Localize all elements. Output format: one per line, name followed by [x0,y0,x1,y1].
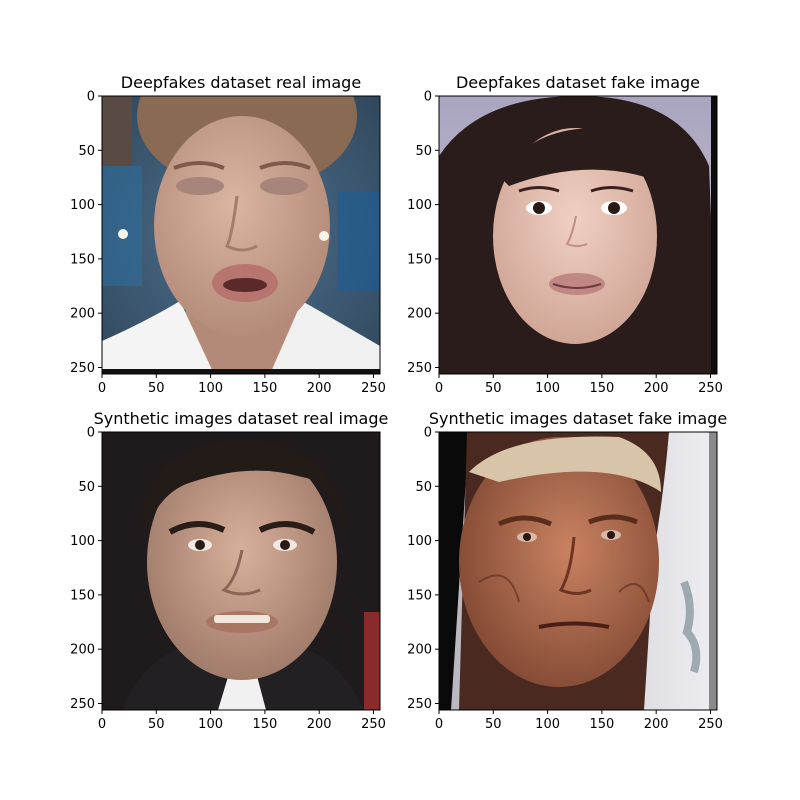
x-tick-label: 150 [589,717,614,732]
x-tick-label: 0 [435,381,443,396]
x-tick-label: 200 [644,717,669,732]
x-tick-label: 0 [98,381,106,396]
x-tick-label: 50 [148,381,165,396]
y-tick-label: 0 [87,426,95,441]
x-tick-label: 200 [307,381,332,396]
subplot-title: Synthetic images dataset fake image [429,409,727,428]
y-tick-label: 50 [78,144,95,159]
x-tick-label: 100 [535,717,560,732]
x-tick-label: 100 [198,717,223,732]
image-area [439,432,717,710]
y-tick-label: 250 [70,361,95,376]
x-tick-label: 50 [485,717,502,732]
x-tick-label: 150 [252,381,277,396]
x-tick-label: 250 [361,381,386,396]
image-area [102,96,380,374]
y-tick-label: 50 [415,480,432,495]
x-tick-label: 250 [698,381,723,396]
x-tick-label: 150 [589,381,614,396]
y-tick-label: 200 [407,643,432,658]
x-tick-label: 200 [307,717,332,732]
y-tick-label: 100 [407,198,432,213]
x-tick-label: 250 [698,717,723,732]
x-tick-label: 50 [148,717,165,732]
y-tick-label: 200 [70,643,95,658]
x-tick-label: 100 [198,381,223,396]
axes-frame [101,95,381,375]
y-tick-label: 150 [70,252,95,267]
axes-1: Deepfakes dataset real image 0 50 100 150 200… [70,73,386,396]
y-tick-label: 200 [407,307,432,322]
y-tick-label: 100 [70,198,95,213]
y-tick-label: 150 [407,588,432,603]
x-tick-label: 0 [98,717,106,732]
axes-frame [101,431,381,711]
axes-layer: Deepfakes dataset real image 0 50 100 150 200… [70,73,727,732]
x-tick-label: 150 [252,717,277,732]
axes-frame [438,431,718,711]
y-tick-label: 100 [70,534,95,549]
image-area [102,432,380,710]
y-tick-label: 50 [78,480,95,495]
image-area [439,96,717,374]
x-tick-label: 100 [535,381,560,396]
axes-2: Deepfakes dataset fake image 0 50 100 150 200… [407,73,723,396]
subplot-title: Synthetic images dataset real image [94,409,389,428]
y-tick-label: 250 [407,361,432,376]
subplot-2 [439,96,717,374]
y-tick-label: 0 [424,90,432,105]
y-tick-label: 0 [87,90,95,105]
x-tick-label: 200 [644,381,669,396]
y-tick-label: 200 [70,307,95,322]
axes-frame [438,95,718,375]
x-tick-label: 250 [361,717,386,732]
y-tick-label: 150 [70,588,95,603]
y-tick-label: 100 [407,534,432,549]
x-tick-label: 50 [485,381,502,396]
y-tick-label: 150 [407,252,432,267]
x-tick-label: 0 [435,717,443,732]
y-tick-label: 250 [70,697,95,712]
y-tick-label: 250 [407,697,432,712]
subplot-4 [439,432,717,710]
subplot-title: Deepfakes dataset fake image [456,73,700,92]
y-tick-label: 50 [415,144,432,159]
subplot-3 [102,432,380,710]
subplot-title: Deepfakes dataset real image [121,73,361,92]
subplot-1 [102,96,380,374]
y-tick-label: 0 [424,426,432,441]
